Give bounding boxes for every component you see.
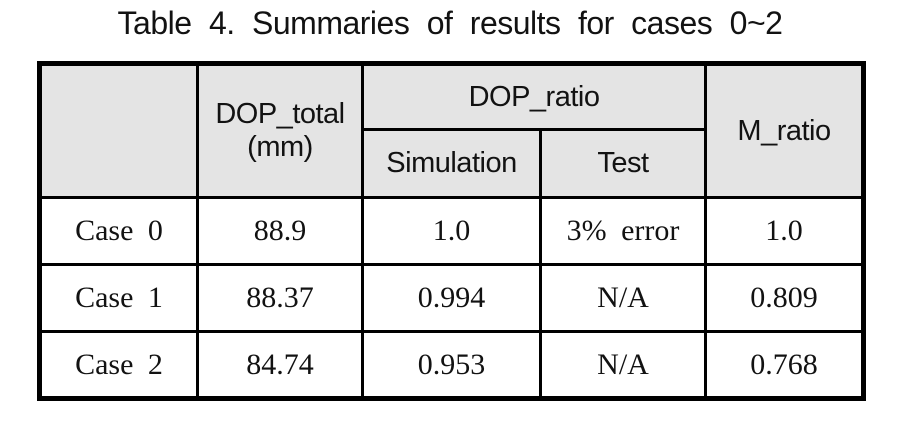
table-header: DOP_total (mm) DOP_ratio M_ratio Simulat… xyxy=(38,62,866,199)
header-corner-cell xyxy=(38,62,199,199)
cell-dop-total: 88.9 xyxy=(196,196,364,266)
header-dop-ratio: DOP_ratio xyxy=(360,62,708,131)
cell-simulation: 1.0 xyxy=(361,196,542,266)
cell-dop-total: 88.37 xyxy=(196,263,364,333)
table-caption: Table 4. Summaries of results for cases … xyxy=(117,5,783,41)
header-m-ratio: M_ratio xyxy=(704,62,866,199)
header-dop-total-line1: DOP_total xyxy=(215,97,345,130)
row-case-label: Case 0 xyxy=(38,196,199,266)
cell-dop-total: 84.74 xyxy=(196,330,364,400)
cell-simulation: 0.953 xyxy=(361,330,542,400)
header-row-top: DOP_total (mm) DOP_ratio M_ratio xyxy=(38,62,866,199)
cell-simulation: 0.994 xyxy=(361,263,542,333)
cell-m-ratio: 1.0 xyxy=(704,196,866,266)
row-case-label: Case 1 xyxy=(38,263,199,333)
header-dop-total-line2: (mm) xyxy=(247,131,313,163)
cell-test: N/A xyxy=(538,330,708,400)
results-table: DOP_total (mm) DOP_ratio M_ratio Simulat… xyxy=(37,61,867,401)
header-row-bottom: Simulation Test xyxy=(40,128,864,199)
cell-m-ratio: 0.768 xyxy=(704,330,866,400)
header-simulation: Simulation xyxy=(361,128,542,199)
header-dop-total: DOP_total (mm) xyxy=(196,62,364,199)
table-row-case-0: Case 0 88.9 1.0 3% error 1.0 xyxy=(38,196,866,266)
cell-m-ratio: 0.809 xyxy=(704,263,866,333)
table-row-case-2: Case 2 84.74 0.953 N/A 0.768 xyxy=(38,330,866,400)
cell-test: N/A xyxy=(538,263,708,333)
table-body: Case 0 88.9 1.0 3% error 1.0 Case 1 88.3… xyxy=(38,196,866,400)
table-row-case-1: Case 1 88.37 0.994 N/A 0.809 xyxy=(38,263,866,333)
cell-test: 3% error xyxy=(538,196,708,266)
header-test: Test xyxy=(538,128,708,199)
row-case-label: Case 2 xyxy=(38,330,199,400)
